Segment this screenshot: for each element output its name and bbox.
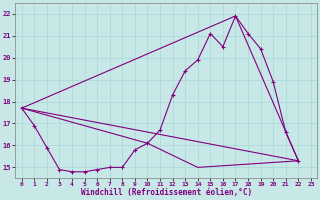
X-axis label: Windchill (Refroidissement éolien,°C): Windchill (Refroidissement éolien,°C) [81, 188, 252, 197]
